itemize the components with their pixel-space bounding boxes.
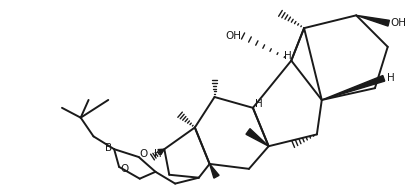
Text: H: H — [153, 149, 161, 159]
Text: O: O — [140, 149, 148, 159]
Polygon shape — [210, 164, 219, 178]
Polygon shape — [322, 75, 385, 100]
Text: OH: OH — [391, 18, 407, 28]
Polygon shape — [158, 149, 164, 155]
Polygon shape — [356, 15, 389, 26]
Polygon shape — [246, 129, 268, 146]
Text: B: B — [105, 143, 112, 153]
Text: H: H — [387, 73, 395, 83]
Text: OH: OH — [225, 31, 241, 41]
Text: H: H — [284, 51, 292, 61]
Text: O: O — [120, 164, 128, 174]
Text: H: H — [255, 99, 263, 109]
